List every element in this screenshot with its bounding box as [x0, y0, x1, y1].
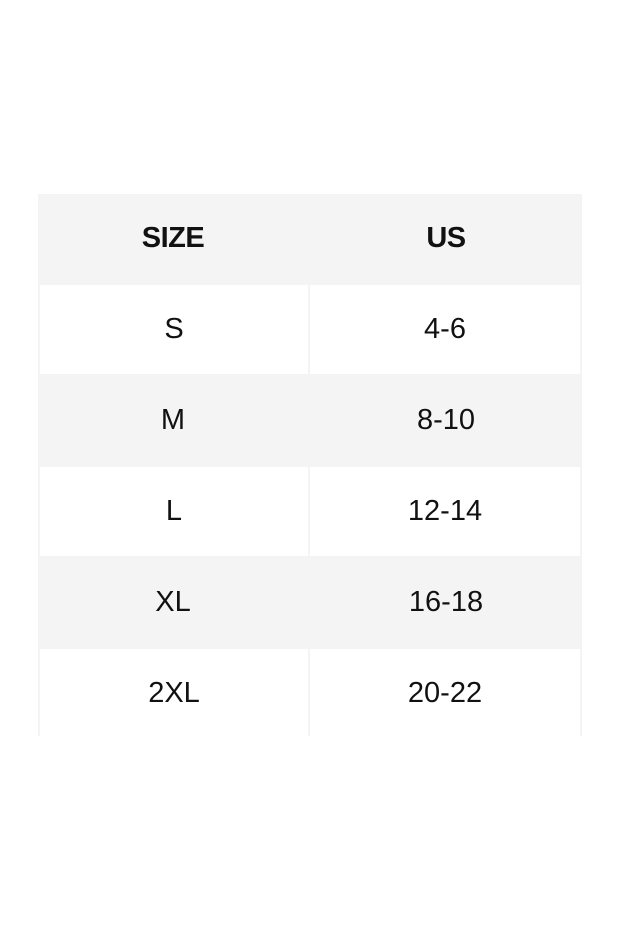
us-cell: 8-10	[310, 376, 582, 465]
size-cell: 2XL	[40, 649, 308, 738]
us-cell: 16-18	[310, 558, 582, 647]
size-cell: L	[40, 467, 308, 556]
us-cell: 20-22	[310, 649, 580, 738]
size-cell: XL	[38, 558, 308, 647]
header-us: US	[310, 194, 582, 283]
size-cell: S	[40, 285, 308, 374]
us-cell: 12-14	[310, 467, 580, 556]
size-chart-table: SIZE US S 4-6 M 8-10 L 12-14 XL 16-18 2X…	[38, 194, 582, 738]
us-cell: 4-6	[310, 285, 580, 374]
header-size: SIZE	[38, 194, 308, 283]
size-cell: M	[38, 376, 308, 465]
